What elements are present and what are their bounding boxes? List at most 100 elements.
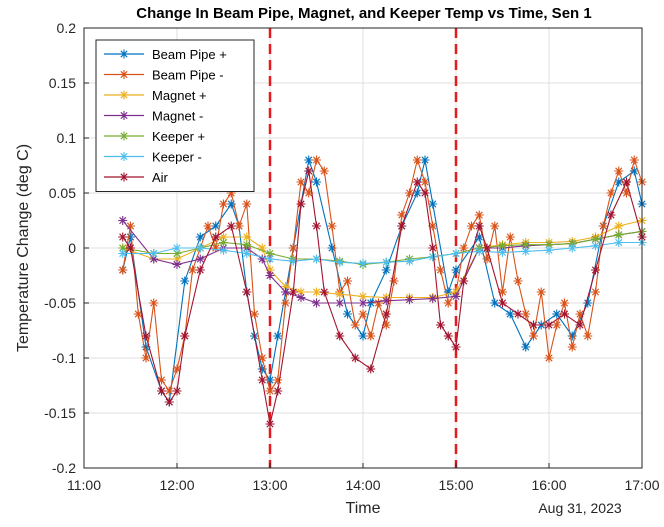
- series-point: [118, 243, 128, 253]
- series-point: [172, 260, 182, 269]
- series-point: [544, 353, 554, 363]
- x-tick-label: 17:00: [624, 477, 659, 493]
- series-point: [358, 309, 368, 319]
- legend-label: Beam Pipe -: [152, 68, 224, 83]
- date-label: Aug 31, 2023: [538, 500, 622, 516]
- series-point: [172, 364, 182, 374]
- series-point: [265, 386, 275, 396]
- series-point: [583, 331, 593, 341]
- legend-item: Beam Pipe -: [104, 68, 224, 83]
- series-point: [335, 298, 345, 308]
- series-point: [180, 331, 190, 341]
- y-tick-label: 0: [68, 240, 76, 256]
- series-point: [567, 331, 577, 341]
- series-point: [343, 276, 352, 286]
- series-point: [591, 241, 600, 251]
- y-tick-label: 0.15: [49, 75, 76, 91]
- series-point: [350, 353, 360, 363]
- series-point: [451, 249, 461, 258]
- series-point: [397, 210, 407, 220]
- series-point: [195, 265, 205, 275]
- series-point: [443, 287, 453, 297]
- series-point: [459, 276, 469, 286]
- y-axis-ticks: -0.2 -0.15 -0.1 -0.05 0 0.05 0.1 0.15 0.2: [44, 20, 89, 476]
- series-point: [498, 247, 507, 257]
- series-point: [118, 232, 128, 242]
- x-tick-label: 12:00: [159, 477, 194, 493]
- legend-item: Keeper +: [104, 129, 205, 144]
- series-point: [536, 287, 546, 297]
- series-point: [622, 188, 631, 198]
- legend-label: Magnet -: [152, 109, 203, 124]
- series-point: [498, 241, 507, 251]
- legend-label: Keeper -: [152, 150, 202, 165]
- series-point: [335, 257, 345, 267]
- series-point: [312, 298, 321, 308]
- series-point: [319, 166, 329, 176]
- series-point: [505, 309, 515, 319]
- series-point: [381, 265, 391, 275]
- series-point: [529, 331, 538, 341]
- y-tick-label: 0.05: [49, 185, 76, 201]
- series-point: [606, 210, 616, 220]
- series-point: [288, 287, 298, 297]
- series-point: [629, 166, 639, 176]
- series-point: [257, 375, 267, 385]
- series-point: [591, 265, 600, 275]
- series-point: [560, 309, 569, 319]
- series-point: [312, 254, 321, 264]
- legend-label: Keeper +: [152, 129, 205, 144]
- x-tick-label: 14:00: [345, 477, 380, 493]
- y-tick-label: -0.2: [52, 460, 76, 476]
- legend-item: Magnet -: [104, 109, 203, 124]
- series-point: [312, 155, 321, 165]
- series-point: [281, 298, 290, 308]
- series-point: [575, 309, 585, 319]
- series-point: [474, 210, 484, 220]
- series-point: [474, 246, 484, 256]
- series-point: [405, 256, 414, 266]
- series-point: [211, 221, 221, 231]
- series-point: [296, 287, 306, 297]
- series-point: [459, 243, 469, 253]
- series-point: [335, 331, 345, 341]
- series-point: [119, 90, 129, 100]
- series-point: [242, 199, 252, 209]
- series-point: [281, 282, 290, 291]
- series-point: [211, 243, 221, 253]
- series-point: [126, 243, 135, 253]
- series-point: [149, 249, 159, 258]
- series-point: [226, 188, 236, 198]
- legend-item: Keeper -: [104, 150, 202, 165]
- series-point: [358, 298, 368, 308]
- series-point: [319, 287, 329, 297]
- series-point: [257, 364, 267, 374]
- series-point: [180, 276, 190, 286]
- series-point: [327, 243, 337, 253]
- series-point: [614, 166, 624, 176]
- series-point: [428, 221, 438, 231]
- series-group: [118, 155, 647, 429]
- legend-label: Magnet +: [152, 88, 207, 103]
- series-point: [428, 199, 438, 209]
- series-point: [567, 243, 577, 253]
- series-6: [118, 166, 647, 429]
- series-point: [265, 375, 275, 385]
- series-point: [119, 49, 129, 59]
- series-point: [219, 232, 228, 242]
- legend-item: Beam Pipe +: [104, 47, 227, 62]
- series-point: [265, 254, 275, 264]
- series-point: [141, 331, 151, 341]
- series-point: [119, 70, 129, 79]
- series-point: [288, 243, 298, 253]
- series-point: [234, 221, 244, 231]
- series-point: [552, 320, 562, 330]
- series-point: [157, 386, 166, 396]
- series-point: [436, 265, 445, 275]
- series-point: [149, 254, 159, 264]
- series-point: [490, 298, 500, 308]
- series-point: [119, 111, 129, 120]
- legend-label: Beam Pipe +: [152, 47, 227, 62]
- series-point: [412, 177, 422, 187]
- chart-title: Change In Beam Pipe, Magnet, and Keeper …: [136, 5, 591, 22]
